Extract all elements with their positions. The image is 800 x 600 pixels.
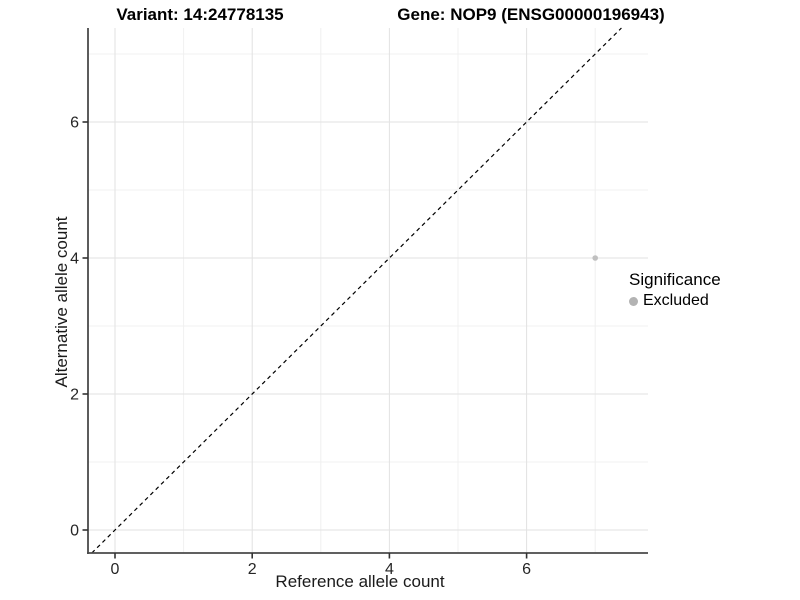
gene-title: Gene: NOP9 (ENSG00000196943): [397, 5, 665, 24]
y-tick-label: 4: [70, 251, 79, 268]
legend-marker-circle-icon: [629, 296, 638, 306]
legend-title: Significance: [629, 270, 721, 289]
variant-title: Variant: 14:24778135: [116, 5, 284, 24]
y-tick-label: 2: [70, 387, 79, 404]
legend: Significance Excluded: [629, 270, 721, 310]
x-tick-label: 2: [248, 561, 257, 578]
identity-dashed-line: [91, 27, 622, 554]
legend-item-excluded: Excluded: [629, 292, 721, 310]
y-tick-label: 0: [70, 523, 79, 540]
data-point: [592, 255, 598, 261]
x-axis-title: Reference allele count: [275, 572, 445, 591]
y-tick-label: 6: [70, 115, 79, 132]
legend-item-label: Excluded: [643, 292, 709, 309]
x-tick-label: 0: [111, 561, 120, 578]
y-axis-title: Alternative allele count: [52, 216, 71, 388]
x-tick-label: 6: [522, 561, 531, 578]
x-tick-label: 4: [385, 561, 394, 578]
